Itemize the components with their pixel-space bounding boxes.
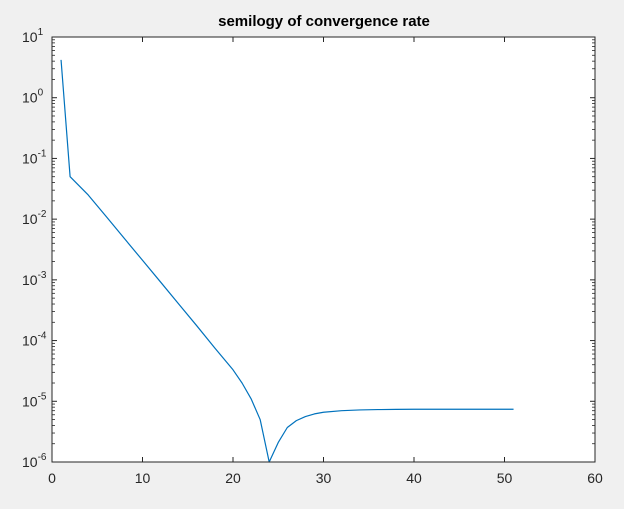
x-tick-label: 30	[316, 470, 332, 486]
x-tick-label: 0	[48, 470, 56, 486]
data-layer	[60, 59, 514, 463]
tick-layer: 0 10 20 30 40 50 60 10-6 10-5 10-4 10-3 10-2 10-1 100…	[22, 27, 603, 486]
y-tick-label: 10-2	[22, 209, 47, 227]
y-tick-label: 10-3	[22, 270, 47, 288]
x-tick-label: 40	[406, 470, 422, 486]
plot-area	[52, 37, 595, 462]
y-tick-label: 10-6	[22, 452, 47, 470]
y-tick-label: 100	[22, 88, 44, 106]
x-tick-label: 50	[497, 470, 513, 486]
x-tick-label: 60	[587, 470, 603, 486]
y-tick-label: 101	[22, 27, 44, 45]
y-tick-label: 10-5	[22, 391, 47, 409]
y-tick-label: 10-4	[22, 331, 47, 349]
chart-title: semilogy of convergence rate	[218, 13, 430, 30]
series-line	[60, 59, 514, 463]
x-tick-label: 10	[135, 470, 151, 486]
x-tick-label: 20	[225, 470, 241, 486]
y-tick-label: 10-1	[22, 148, 47, 166]
